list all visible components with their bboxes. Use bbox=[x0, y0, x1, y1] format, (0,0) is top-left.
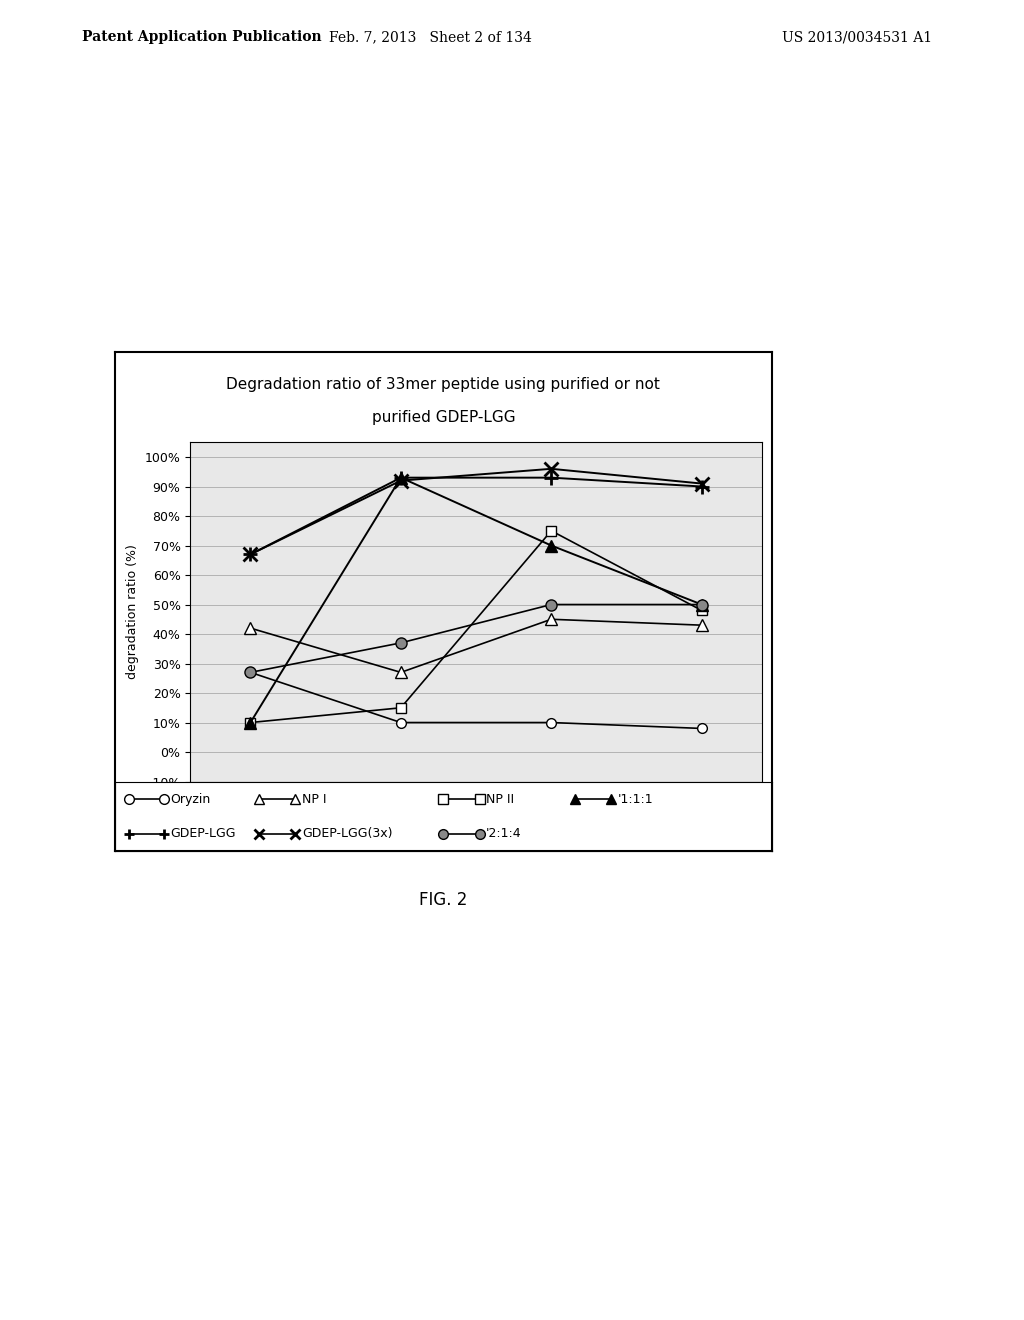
Text: GDEP-LGG: GDEP-LGG bbox=[171, 828, 237, 841]
Text: FIG. 2: FIG. 2 bbox=[419, 891, 468, 909]
Text: Patent Application Publication: Patent Application Publication bbox=[82, 30, 322, 45]
Text: Oryzin: Oryzin bbox=[171, 792, 211, 805]
Text: US 2013/0034531 A1: US 2013/0034531 A1 bbox=[781, 30, 932, 45]
Text: purified GDEP-LGG: purified GDEP-LGG bbox=[372, 409, 515, 425]
Text: Feb. 7, 2013   Sheet 2 of 134: Feb. 7, 2013 Sheet 2 of 134 bbox=[329, 30, 531, 45]
Text: NP II: NP II bbox=[486, 792, 514, 805]
Text: '1:1:1: '1:1:1 bbox=[617, 792, 653, 805]
Y-axis label: degradation ratio (%): degradation ratio (%) bbox=[126, 544, 139, 680]
X-axis label: reaction time  (min): reaction time (min) bbox=[407, 810, 545, 824]
Text: Degradation ratio of 33mer peptide using purified or not: Degradation ratio of 33mer peptide using… bbox=[226, 376, 660, 392]
Text: GDEP-LGG(3x): GDEP-LGG(3x) bbox=[302, 828, 392, 841]
Text: NP I: NP I bbox=[302, 792, 327, 805]
Text: '2:1:4: '2:1:4 bbox=[486, 828, 522, 841]
